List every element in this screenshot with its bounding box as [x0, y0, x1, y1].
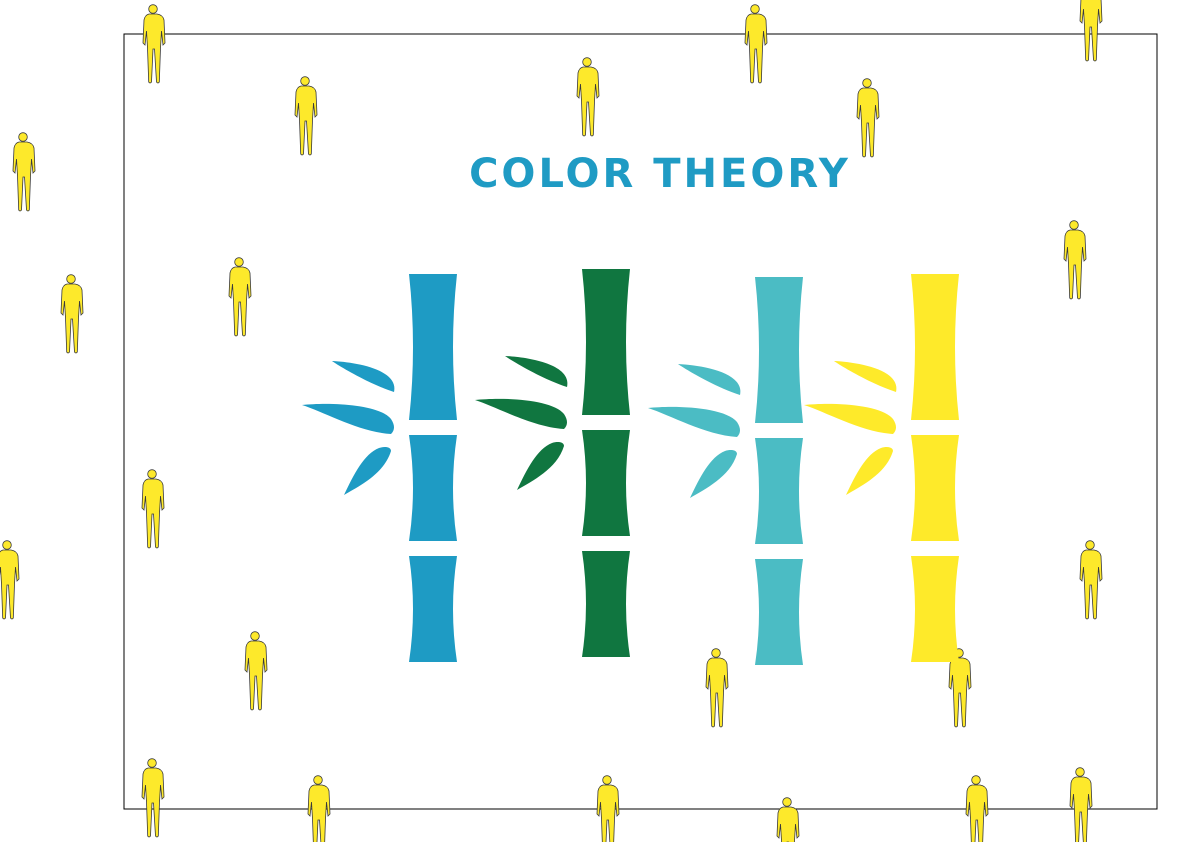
person-icon	[244, 631, 268, 711]
bamboo-group	[302, 269, 959, 665]
bamboo-leaf	[648, 406, 740, 437]
bamboo-leaf	[505, 356, 568, 387]
person-icon	[576, 57, 600, 137]
bamboo-segment	[582, 430, 630, 536]
bamboo-leaf	[332, 361, 395, 392]
bamboo-segment	[755, 438, 803, 544]
bamboo-segment	[911, 435, 959, 541]
page-title: COLOR THEORY	[469, 151, 851, 197]
bamboo-leaf	[475, 398, 567, 429]
person-icon	[294, 76, 318, 156]
person-icon	[142, 4, 166, 84]
bamboo-stalk-green	[475, 269, 630, 657]
bamboo-leaf	[344, 447, 391, 495]
person-icon	[776, 797, 800, 842]
person-icon	[0, 540, 20, 620]
bamboo-segment	[409, 556, 457, 662]
bamboo-segment	[911, 274, 959, 420]
bamboo-segment	[409, 435, 457, 541]
bamboo-stalk-teal	[648, 277, 803, 665]
person-icon	[228, 257, 252, 337]
frame-border	[123, 33, 1158, 810]
bamboo-leaf	[517, 442, 564, 490]
person-icon	[60, 274, 84, 354]
bamboo-stalk-blue	[302, 274, 457, 662]
person-icon	[1079, 0, 1103, 62]
person-icon	[856, 78, 880, 158]
person-icon	[1069, 767, 1093, 842]
bamboo-leaf	[690, 450, 737, 498]
person-icon	[1063, 220, 1087, 300]
bamboo-leaf	[302, 403, 394, 434]
bamboo-leaf	[846, 447, 893, 495]
person-icon	[12, 132, 36, 212]
bamboo-segment	[582, 269, 630, 415]
person-icon	[744, 4, 768, 84]
person-icon	[705, 648, 729, 728]
person-icon	[141, 758, 165, 838]
bamboo-segment	[582, 551, 630, 657]
bamboo-leaf	[804, 403, 896, 434]
bamboo-leaf	[834, 361, 897, 392]
bamboo-segment	[755, 277, 803, 423]
person-icon	[1079, 540, 1103, 620]
bamboo-leaf	[678, 364, 741, 395]
bamboo-segment	[755, 559, 803, 665]
bamboo-segment	[409, 274, 457, 420]
bamboo-segment	[911, 556, 959, 662]
person-icon	[141, 469, 165, 549]
bamboo-stalk-yellow	[804, 274, 959, 662]
